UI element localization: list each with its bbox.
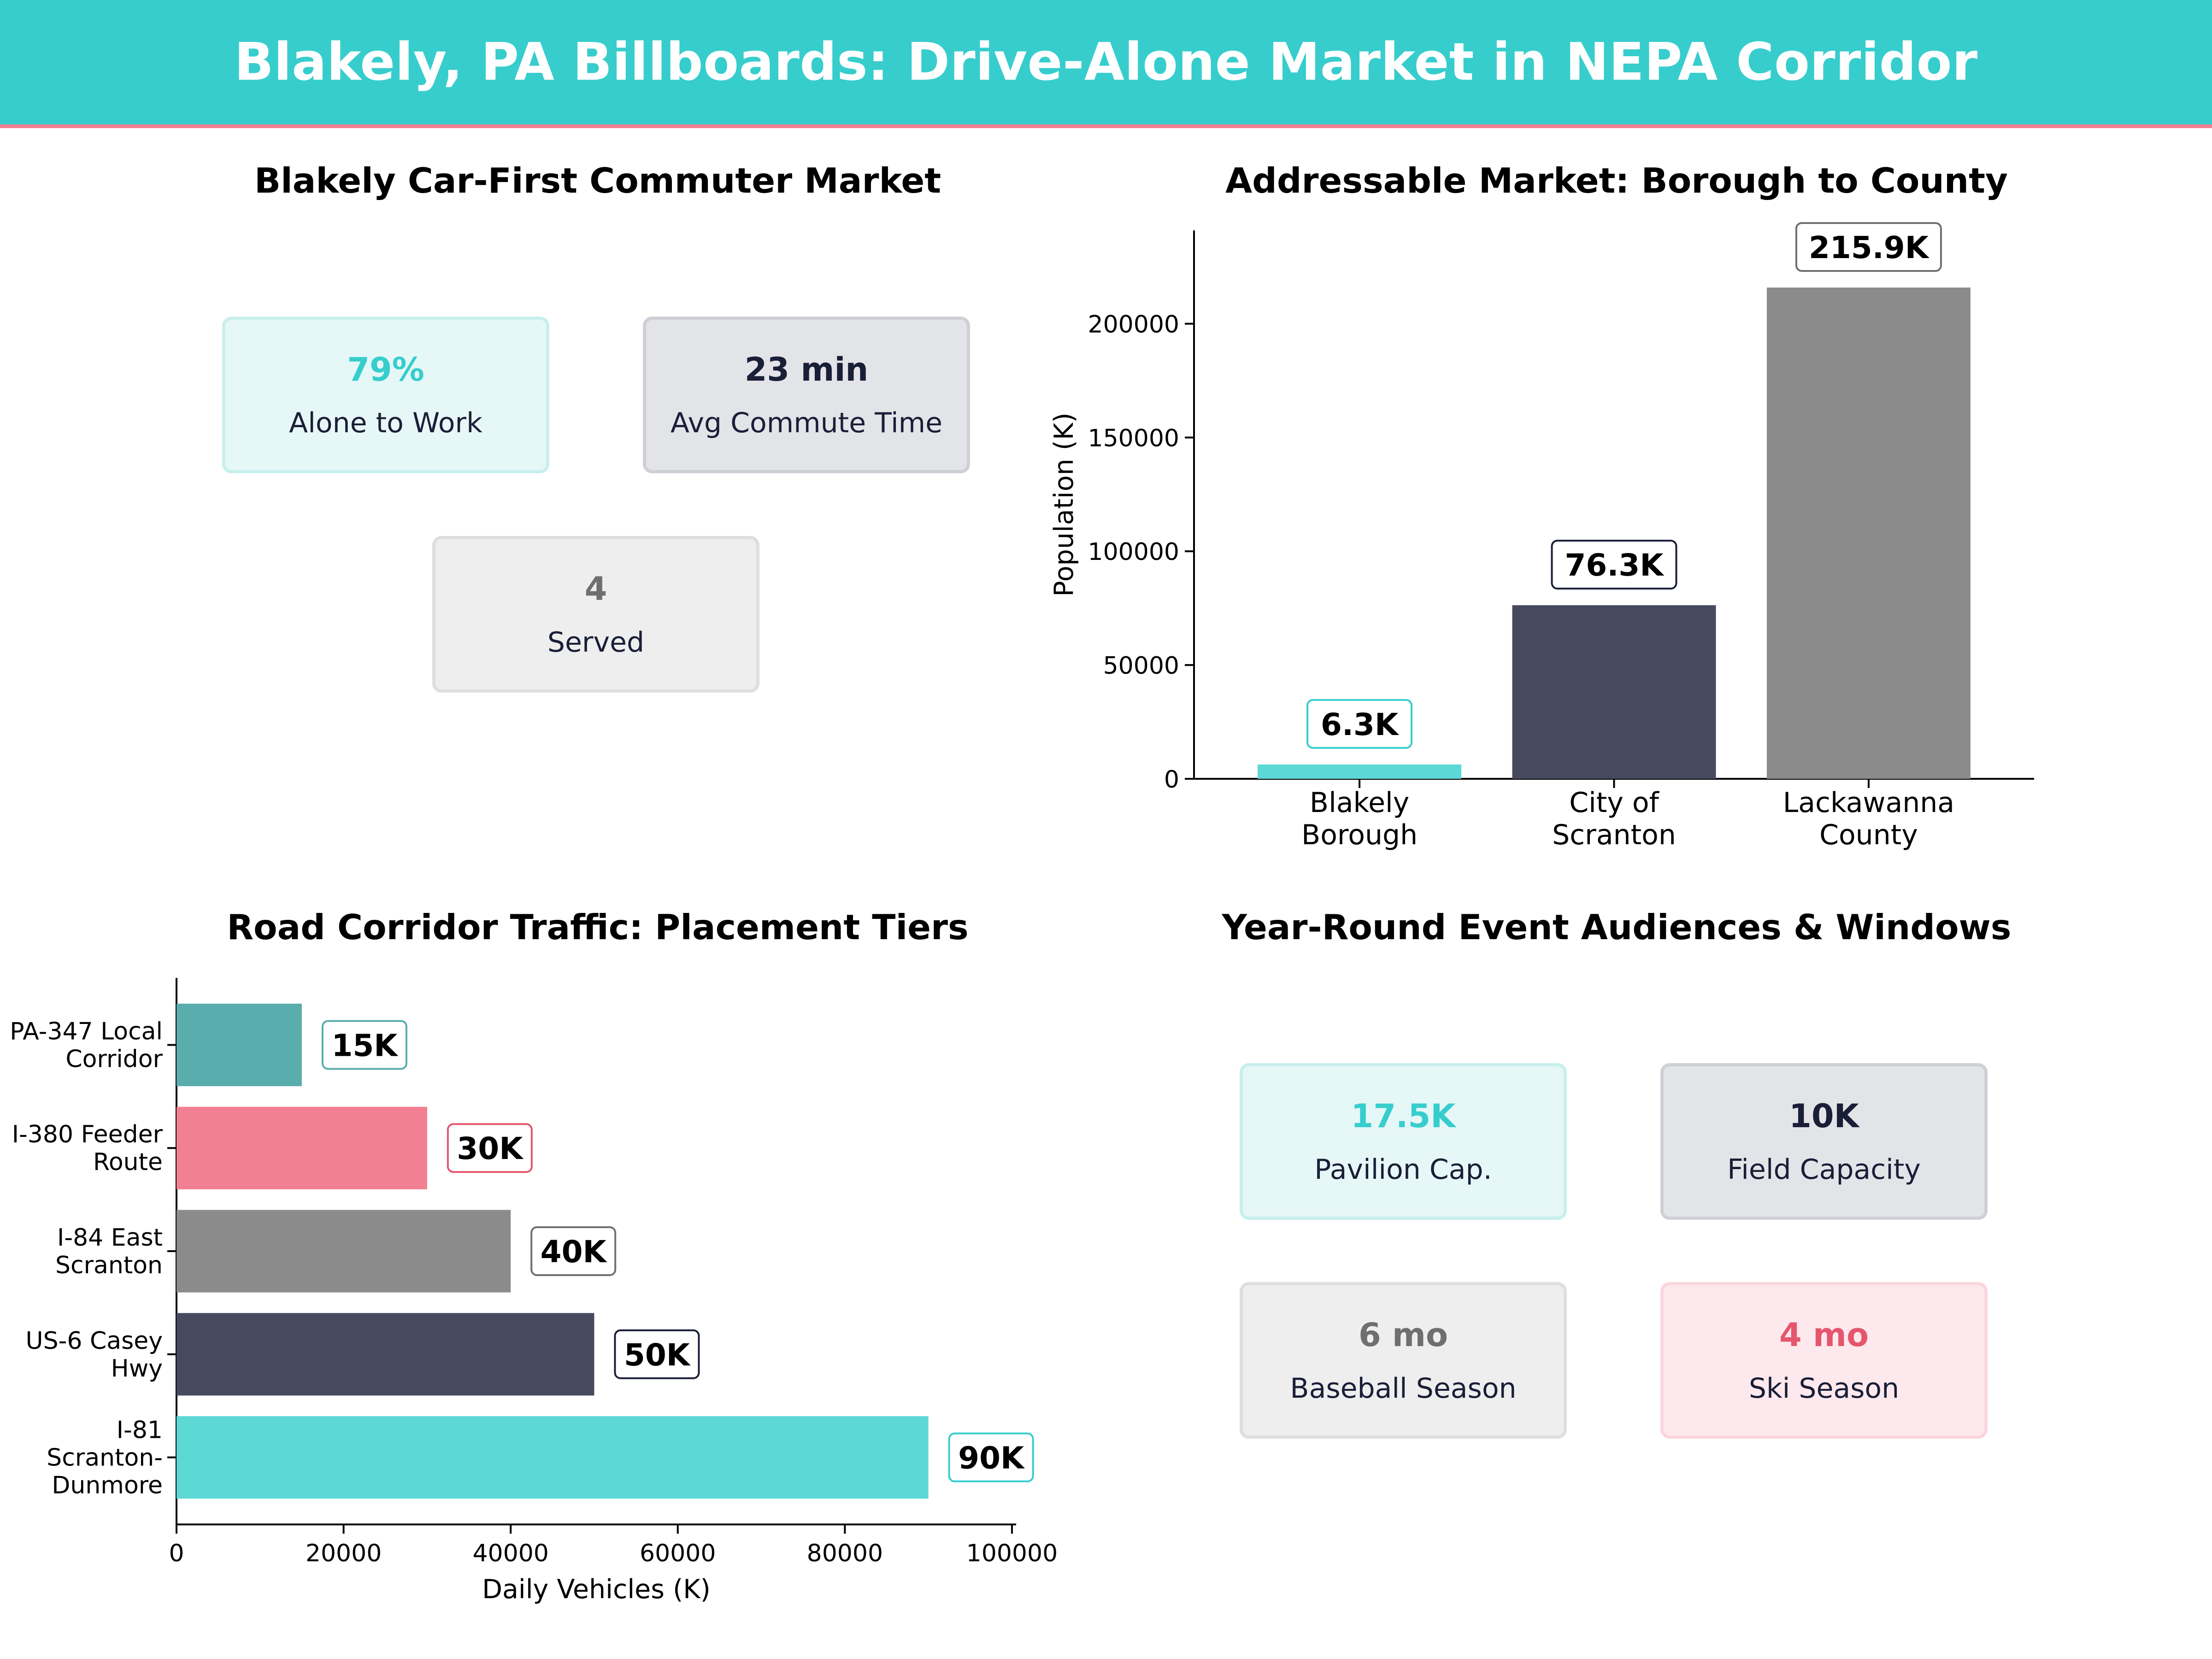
event-card-field: 10K Field Capacity	[1660, 1063, 1988, 1220]
x-tick-label: 60000	[640, 1540, 716, 1567]
event-card-ski: 4 mo Ski Season	[1660, 1282, 1988, 1439]
data-label-3: 50K	[624, 1337, 691, 1373]
kpi-card-commute-time: 23 min Avg Commute Time	[643, 317, 970, 473]
events-panel-title: Year-Round Event Audiences & Windows	[1222, 907, 2012, 947]
event-card-pavilion: 17.5K Pavilion Cap.	[1240, 1063, 1567, 1220]
kpi-card-alone-to-work: 79% Alone to Work	[222, 317, 549, 473]
bar-2	[176, 1210, 511, 1293]
header-banner: Blakely, PA Billboards: Drive-Alone Mark…	[0, 0, 2212, 128]
data-label-2: 215.9K	[1809, 230, 1930, 265]
y-tick-label: I-81	[117, 1417, 163, 1444]
kpi-card-label: Alone to Work	[289, 407, 482, 439]
x-axis-label: Daily Vehicles (K)	[482, 1574, 711, 1605]
y-tick-label: 50000	[1103, 652, 1179, 680]
event-card-value: 6 mo	[1358, 1316, 1448, 1354]
x-tick-label: Blakely	[1310, 787, 1409, 819]
data-label-0: 15K	[331, 1028, 399, 1063]
x-tick-label: Lackawanna	[1783, 787, 1954, 819]
page-title: Blakely, PA Billboards: Drive-Alone Mark…	[234, 32, 1978, 92]
data-label-1: 30K	[457, 1131, 524, 1166]
bar-4	[176, 1416, 929, 1499]
y-tick-label: 0	[1164, 766, 1179, 794]
y-tick-label: 150000	[1088, 424, 1179, 452]
x-tick-label: 100000	[966, 1540, 1058, 1567]
event-card-label: Pavilion Cap.	[1314, 1153, 1492, 1186]
data-label-1-box	[1551, 540, 1677, 590]
y-tick-label: PA-347 Local	[10, 1018, 163, 1045]
data-label-2-box	[530, 1226, 617, 1276]
data-label-0: 6.3K	[1321, 707, 1400, 742]
event-card-baseball: 6 mo Baseball Season	[1240, 1282, 1567, 1439]
population-chart-title: Addressable Market: Borough to County	[1225, 160, 2008, 201]
bar-1	[1512, 605, 1716, 779]
x-tick-label: 20000	[306, 1540, 382, 1567]
x-tick-label: Borough	[1301, 819, 1418, 851]
event-card-label: Field Capacity	[1727, 1153, 1921, 1186]
data-label-4: 90K	[958, 1441, 1025, 1476]
data-label-4-box	[948, 1432, 1034, 1483]
data-label-2-box	[1795, 222, 1942, 272]
kpi-card-label: Served	[547, 626, 645, 659]
kpi-panel-title: Blakely Car-First Commuter Market	[254, 160, 941, 201]
data-label-0-box	[321, 1020, 407, 1070]
bar-0	[1258, 764, 1462, 779]
traffic-chart-title: Road Corridor Traffic: Placement Tiers	[227, 907, 969, 947]
bar-3	[176, 1313, 594, 1396]
bar-0	[176, 1003, 302, 1086]
event-card-label: Ski Season	[1748, 1372, 1900, 1405]
x-tick-label: 0	[169, 1540, 184, 1567]
y-tick-label: Hwy	[111, 1355, 163, 1382]
y-tick-label: I-84 East	[57, 1224, 163, 1252]
kpi-card-value: 4	[584, 570, 607, 608]
kpi-card-served: 4 Served	[432, 536, 759, 693]
y-tick-label: Scranton-	[47, 1444, 163, 1472]
bar-2	[1766, 287, 1971, 779]
x-tick-label: 80000	[807, 1540, 883, 1567]
y-tick-label: 200000	[1088, 311, 1179, 338]
data-label-2: 40K	[541, 1234, 608, 1270]
y-tick-label: US-6 Casey	[26, 1327, 163, 1355]
y-tick-label: Corridor	[65, 1045, 163, 1073]
y-tick-label: Dunmore	[52, 1472, 163, 1500]
x-tick-label: 40000	[472, 1540, 548, 1567]
data-label-0-box	[1306, 699, 1413, 749]
y-tick-label: 100000	[1088, 538, 1179, 566]
event-card-value: 10K	[1789, 1097, 1859, 1135]
data-label-1-box	[447, 1123, 533, 1173]
event-card-label: Baseball Season	[1290, 1372, 1517, 1405]
x-tick-label: City of	[1569, 787, 1659, 819]
x-tick-label: County	[1819, 819, 1918, 851]
y-tick-label: Route	[93, 1148, 163, 1176]
kpi-card-label: Avg Commute Time	[670, 407, 943, 439]
event-card-value: 4 mo	[1779, 1316, 1869, 1354]
bar-1	[176, 1106, 427, 1189]
event-card-value: 17.5K	[1351, 1097, 1456, 1135]
y-tick-label: I-380 Feeder	[12, 1121, 163, 1148]
data-label-3-box	[614, 1329, 700, 1379]
kpi-card-value: 79%	[347, 351, 424, 388]
y-tick-label: Scranton	[55, 1252, 163, 1279]
data-label-1: 76.3K	[1565, 547, 1665, 583]
x-tick-label: Scranton	[1552, 819, 1676, 851]
y-axis-label: Population (K)	[1049, 412, 1079, 596]
kpi-card-value: 23 min	[744, 351, 869, 388]
